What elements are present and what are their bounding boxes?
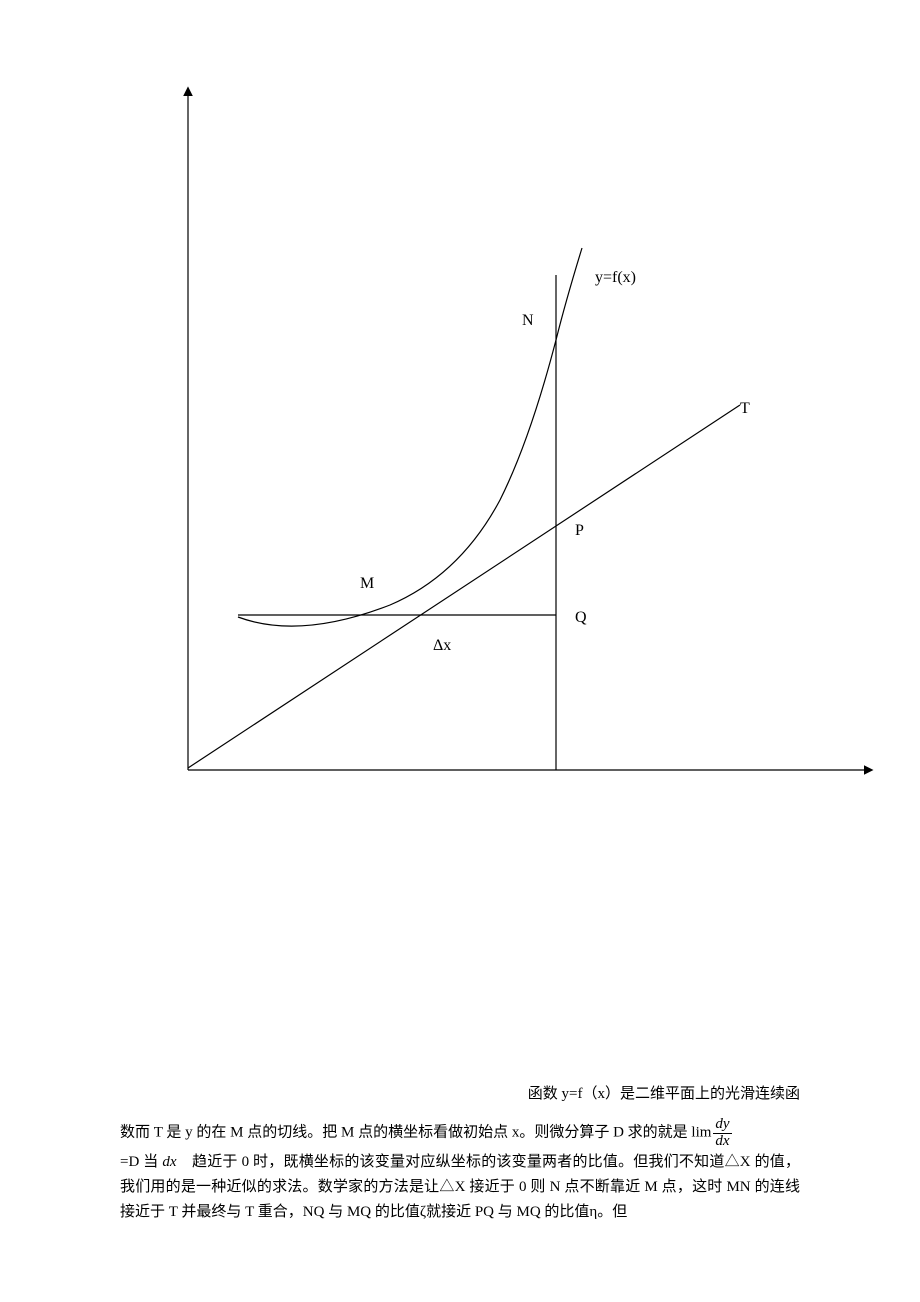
fraction-denominator: dx bbox=[713, 1134, 731, 1150]
curve-yfx bbox=[238, 248, 582, 626]
label-q: Q bbox=[575, 609, 587, 626]
label-t: T bbox=[740, 400, 750, 417]
body-part-2a: =D 当 bbox=[120, 1154, 162, 1170]
label-dx: Δx bbox=[433, 637, 451, 654]
body-part-2b: 趋近于 0 时，既横坐标的该变量对应纵坐标的该变量两者的比值。但我们不知道△X … bbox=[120, 1154, 800, 1220]
body-part-1: 数而 T 是 y 的在 M 点的切线。把 M 点的横坐标看做初始点 x。则微分算… bbox=[120, 1125, 711, 1141]
intro-text: 函数 y=f（x）是二维平面上的光滑连续函 bbox=[528, 1082, 800, 1107]
label-m: M bbox=[360, 575, 374, 592]
dx-italic: dx bbox=[162, 1154, 176, 1170]
page: y=f(x) N T P M Q Δx 函数 y=f（x）是二维平面上的光滑连续… bbox=[0, 0, 920, 1302]
fraction-numerator: dy bbox=[713, 1117, 731, 1134]
tangent-line-t bbox=[188, 405, 740, 768]
tangent-diagram: y=f(x) N T P M Q Δx bbox=[0, 0, 920, 820]
label-p: P bbox=[575, 522, 584, 539]
intro-line: 函数 y=f（x）是二维平面上的光滑连续函 bbox=[120, 1082, 800, 1107]
label-yfx: y=f(x) bbox=[595, 269, 636, 286]
body-text: 函数 y=f（x）是二维平面上的光滑连续函 数而 T 是 y 的在 M 点的切线… bbox=[120, 1082, 800, 1225]
fraction-dy-dx: dy dx bbox=[713, 1117, 731, 1150]
label-n: N bbox=[522, 312, 534, 329]
